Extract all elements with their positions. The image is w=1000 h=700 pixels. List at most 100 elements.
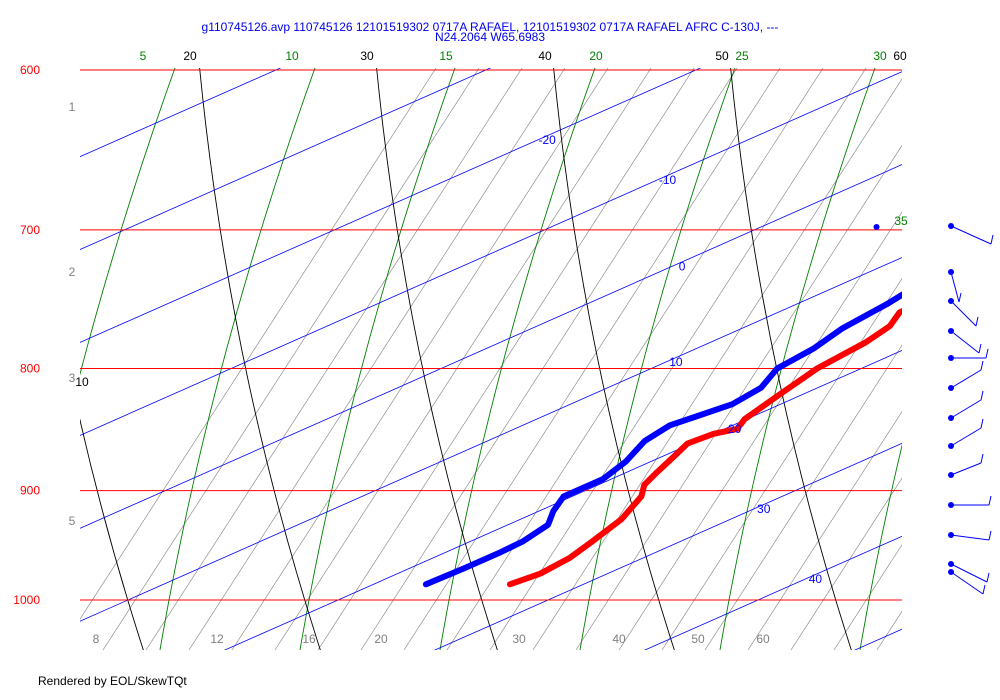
isobar-label: 900 — [20, 484, 40, 498]
moist-adiabat-label: 20 — [589, 49, 603, 63]
wind-barb-flag — [980, 360, 984, 371]
wind-barb-flag — [986, 572, 990, 583]
dry-adiabat-line — [905, 40, 1000, 700]
wind-barb-flag — [980, 453, 984, 464]
wind-barb-flag — [980, 418, 984, 429]
mixing-ratio-label: 30 — [512, 632, 526, 646]
wind-barb-flag — [990, 234, 994, 245]
mixing-ratio-line — [704, 344, 902, 650]
mixing-ratio-label: 60 — [756, 632, 770, 646]
mixing-ratio-label: 20 — [374, 632, 388, 646]
moist-adiabat-line — [579, 68, 736, 650]
dry-adiabat-label: 40 — [538, 49, 552, 63]
isotherm-line — [80, 68, 492, 250]
height-label: 3 — [69, 371, 76, 385]
wind-barb-shaft — [950, 330, 980, 354]
temperature-profile-line — [506, 307, 902, 588]
isobar-label: 1000 — [13, 593, 40, 607]
dry-adiabat-line — [80, 418, 144, 650]
wind-barb-shaft — [950, 571, 984, 595]
wind-barb-shaft — [950, 369, 982, 389]
moist-adiabat-label: 10 — [285, 49, 299, 63]
mixing-ratio-line — [145, 68, 523, 650]
mixing-ratio-line — [661, 278, 902, 650]
wind-barb-flag — [982, 584, 986, 595]
dewpoint-isolated-point — [873, 223, 880, 230]
moist-adiabat-label: 5 — [140, 49, 147, 63]
wind-barb-shaft — [950, 534, 990, 541]
height-label: 5 — [69, 514, 76, 528]
wind-barb-flag — [988, 530, 992, 541]
mixing-ratio-line — [575, 144, 902, 650]
isotherm-label: -10 — [659, 173, 677, 187]
chart-title: g110745126.avp 110745126 12101519302 071… — [201, 20, 779, 34]
wind-barb-shaft — [950, 427, 982, 447]
render-credit: Rendered by EOL/SkewTQt — [38, 674, 187, 688]
dry-adiabat-label: 10 — [75, 375, 89, 389]
dewpoint-profile-line — [422, 291, 902, 588]
mixing-ratio-label: 40 — [612, 632, 626, 646]
mixing-ratio-line — [489, 68, 867, 650]
mixing-ratio-label: 50 — [691, 632, 705, 646]
mixing-ratio-line — [790, 477, 902, 650]
wind-barb-flag — [980, 390, 984, 401]
mixing-ratio-line — [920, 0, 1000, 650]
isotherm-line — [854, 628, 902, 650]
isotherm-label: 20 — [728, 422, 742, 436]
chart-subtitle: N24.2064 W65.6983 — [434, 30, 546, 44]
wind-barb-flag — [985, 348, 989, 359]
height-label: 1 — [69, 100, 76, 114]
wind-barb-flag — [978, 343, 982, 354]
mixing-ratio-line — [317, 68, 695, 650]
height-label: 2 — [69, 265, 76, 279]
sounding-profiles — [422, 223, 902, 588]
dry-adiabat-label: 20 — [183, 49, 197, 63]
moist-adiabat-line — [299, 68, 456, 650]
dry-adiabat-line — [730, 68, 852, 650]
wind-barb-shaft — [950, 563, 988, 583]
wind-barb-shaft — [950, 462, 982, 476]
wind-barb-shaft — [950, 399, 982, 419]
isotherm-line — [644, 535, 902, 650]
moist-adiabat-line — [439, 68, 596, 650]
isotherm-label: -20 — [538, 133, 556, 147]
mixing-ratio-label: 16 — [302, 632, 316, 646]
mixing-ratio-line — [876, 610, 902, 650]
dry-adiabat-line — [553, 68, 675, 650]
mixing-ratio-line — [403, 68, 781, 650]
wind-barb-flag — [958, 292, 962, 303]
mixing-ratio-line — [231, 68, 609, 650]
moist-adiabat-line — [719, 68, 876, 650]
moist-adiabat-line — [859, 443, 902, 650]
isobar-label: 700 — [20, 223, 40, 237]
mixing-ratio-line — [360, 68, 738, 650]
isotherm-line — [434, 442, 902, 650]
isobar-label: 600 — [20, 63, 40, 77]
wind-barb-flag — [975, 316, 979, 327]
wind-barb-shaft — [950, 271, 960, 303]
wind-barb-flag — [988, 495, 992, 506]
moist-adiabat-label: 25 — [735, 49, 749, 63]
mixing-ratio-line — [446, 68, 824, 650]
moist-adiabat-label: 35 — [894, 214, 908, 228]
isotherm-label: 30 — [757, 502, 771, 516]
wind-barb-shaft — [950, 300, 977, 327]
isotherm-label: 40 — [809, 572, 823, 586]
moist-adiabat-line — [159, 68, 316, 650]
mixing-ratio-line — [102, 68, 480, 650]
dry-adiabat-line — [376, 68, 498, 650]
dry-adiabat-label: 50 — [715, 49, 729, 63]
dry-adiabat-label: 60 — [893, 49, 907, 63]
dry-adiabat-line — [199, 68, 321, 650]
mixing-ratio-label: 8 — [93, 632, 100, 646]
chart-labels: 600 700 800 900 1000 -20 -10 0 10 20 30 40 20 30 40 50 6… — [13, 49, 908, 646]
mixing-ratio-line — [532, 78, 902, 650]
mixing-ratio-line — [618, 211, 902, 650]
isobar-label: 800 — [20, 361, 40, 375]
